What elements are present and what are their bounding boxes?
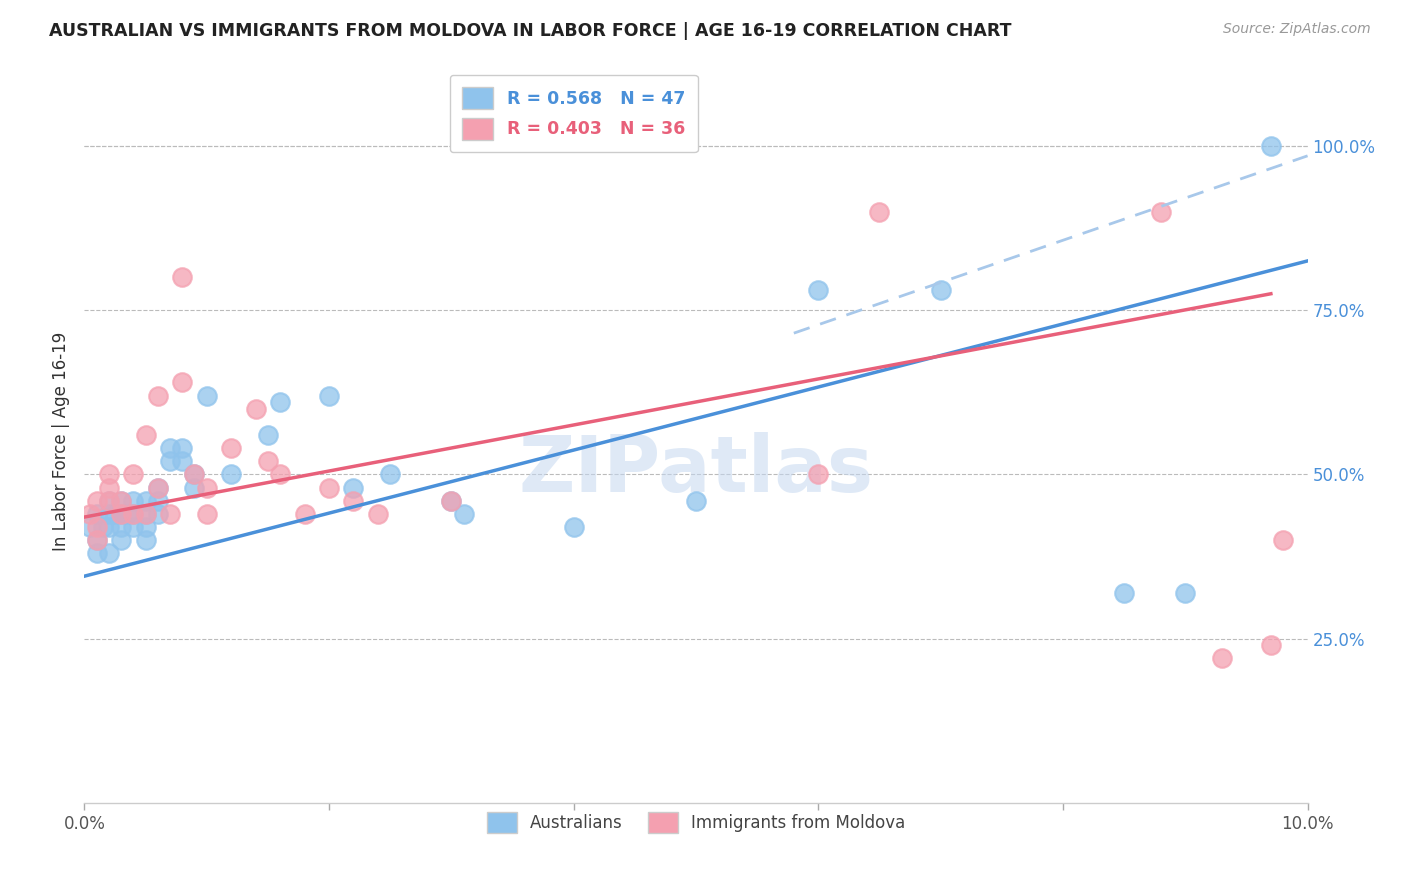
Point xyxy=(294,507,316,521)
Point xyxy=(104,507,127,521)
Point xyxy=(122,507,145,521)
Point xyxy=(183,481,205,495)
Point xyxy=(562,520,585,534)
Point xyxy=(86,520,108,534)
Point xyxy=(440,493,463,508)
Text: Source: ZipAtlas.com: Source: ZipAtlas.com xyxy=(1223,22,1371,37)
Point xyxy=(86,533,108,547)
Point xyxy=(269,467,291,482)
Point xyxy=(172,376,194,390)
Point xyxy=(110,520,132,534)
Point xyxy=(342,481,364,495)
Point xyxy=(86,546,108,560)
Point xyxy=(1260,638,1282,652)
Point xyxy=(79,520,101,534)
Point xyxy=(86,533,108,547)
Point xyxy=(219,467,242,482)
Point xyxy=(195,388,218,402)
Point xyxy=(122,493,145,508)
Point xyxy=(195,481,218,495)
Point xyxy=(807,467,830,482)
Point xyxy=(380,467,402,482)
Point xyxy=(135,533,157,547)
Point xyxy=(135,507,157,521)
Point xyxy=(1260,139,1282,153)
Point xyxy=(685,493,707,508)
Point xyxy=(135,493,157,508)
Point xyxy=(1114,585,1136,599)
Point xyxy=(97,546,120,560)
Point xyxy=(1150,204,1173,219)
Point xyxy=(219,441,242,455)
Point xyxy=(146,493,169,508)
Point xyxy=(159,454,181,468)
Point xyxy=(146,481,169,495)
Point xyxy=(1272,533,1295,547)
Point xyxy=(929,284,952,298)
Point xyxy=(97,520,120,534)
Point xyxy=(122,507,145,521)
Point xyxy=(367,507,389,521)
Point xyxy=(110,493,132,508)
Point xyxy=(146,481,169,495)
Legend: Australians, Immigrants from Moldova: Australians, Immigrants from Moldova xyxy=(475,800,917,845)
Text: AUSTRALIAN VS IMMIGRANTS FROM MOLDOVA IN LABOR FORCE | AGE 16-19 CORRELATION CHA: AUSTRALIAN VS IMMIGRANTS FROM MOLDOVA IN… xyxy=(49,22,1012,40)
Point xyxy=(91,520,114,534)
Point xyxy=(110,533,132,547)
Point xyxy=(97,507,120,521)
Point xyxy=(245,401,267,416)
Text: ZIPatlas: ZIPatlas xyxy=(519,433,873,508)
Point xyxy=(110,493,132,508)
Point xyxy=(195,507,218,521)
Point xyxy=(110,507,132,521)
Point xyxy=(146,507,169,521)
Point xyxy=(183,467,205,482)
Point xyxy=(97,467,120,482)
Point xyxy=(79,507,101,521)
Point xyxy=(869,204,891,219)
Y-axis label: In Labor Force | Age 16-19: In Labor Force | Age 16-19 xyxy=(52,332,70,551)
Point xyxy=(1211,651,1233,665)
Point xyxy=(86,493,108,508)
Point xyxy=(135,507,157,521)
Point xyxy=(97,481,120,495)
Point xyxy=(257,428,280,442)
Point xyxy=(115,507,138,521)
Point xyxy=(86,507,108,521)
Point xyxy=(122,467,145,482)
Point xyxy=(1174,585,1197,599)
Point xyxy=(110,507,132,521)
Point xyxy=(97,493,120,508)
Point xyxy=(172,270,194,285)
Point xyxy=(440,493,463,508)
Point xyxy=(97,493,120,508)
Point xyxy=(159,507,181,521)
Point xyxy=(257,454,280,468)
Point xyxy=(807,284,830,298)
Point xyxy=(183,467,205,482)
Point xyxy=(122,520,145,534)
Point xyxy=(342,493,364,508)
Point xyxy=(159,441,181,455)
Point xyxy=(269,395,291,409)
Point xyxy=(135,428,157,442)
Point xyxy=(172,454,194,468)
Point xyxy=(135,520,157,534)
Point xyxy=(453,507,475,521)
Point xyxy=(318,481,340,495)
Point xyxy=(172,441,194,455)
Point xyxy=(146,388,169,402)
Point xyxy=(318,388,340,402)
